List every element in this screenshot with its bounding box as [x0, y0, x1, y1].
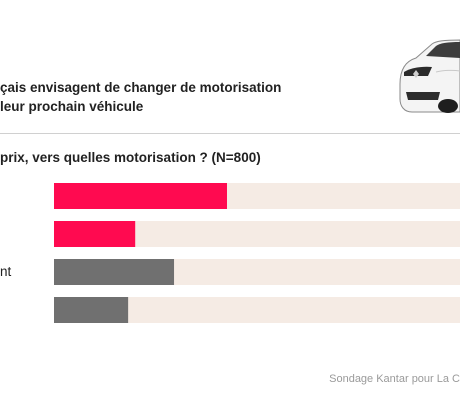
bar-4	[54, 297, 129, 323]
bar-2	[54, 221, 136, 247]
source-footer: Sondage Kantar pour La C	[329, 373, 460, 385]
chart-title: çais envisagent de changer de motorisati…	[0, 78, 320, 116]
bar-chart	[54, 183, 460, 323]
car-image	[399, 39, 460, 113]
title-line-1: çais envisagent de changer de motorisati…	[0, 80, 282, 95]
divider	[0, 133, 460, 134]
bar-1	[54, 183, 227, 209]
title-line-2: leur prochain véhicule	[0, 99, 144, 114]
question-text: prix, vers quelles motorisation ? (N=800…	[0, 150, 261, 165]
category-label-3: nt	[0, 264, 12, 279]
bar-3	[54, 259, 175, 285]
